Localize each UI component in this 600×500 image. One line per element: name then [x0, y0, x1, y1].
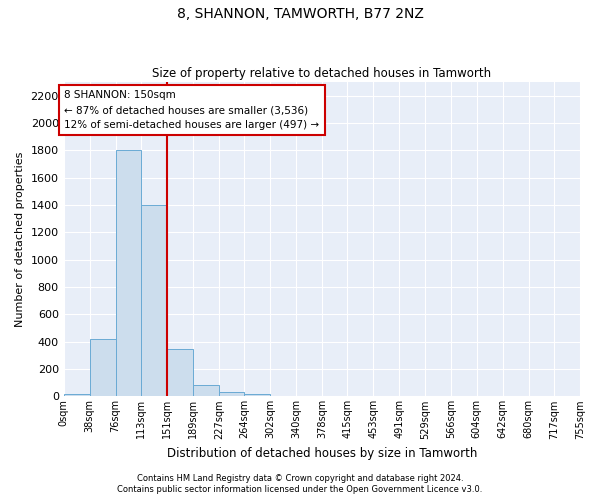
Text: 8 SHANNON: 150sqm
← 87% of detached houses are smaller (3,536)
12% of semi-detac: 8 SHANNON: 150sqm ← 87% of detached hous… [64, 90, 319, 130]
X-axis label: Distribution of detached houses by size in Tamworth: Distribution of detached houses by size … [167, 447, 477, 460]
Bar [141, 205, 167, 396]
Bar [89, 339, 116, 396]
Title: Size of property relative to detached houses in Tamworth: Size of property relative to detached ho… [152, 66, 491, 80]
Bar [167, 348, 193, 397]
Text: Contains HM Land Registry data © Crown copyright and database right 2024.
Contai: Contains HM Land Registry data © Crown c… [118, 474, 482, 494]
Bar [244, 394, 270, 396]
Bar [116, 150, 141, 396]
Text: 8, SHANNON, TAMWORTH, B77 2NZ: 8, SHANNON, TAMWORTH, B77 2NZ [176, 8, 424, 22]
Bar [219, 392, 244, 396]
Bar [193, 386, 219, 396]
Bar [64, 394, 89, 396]
Y-axis label: Number of detached properties: Number of detached properties [15, 152, 25, 327]
